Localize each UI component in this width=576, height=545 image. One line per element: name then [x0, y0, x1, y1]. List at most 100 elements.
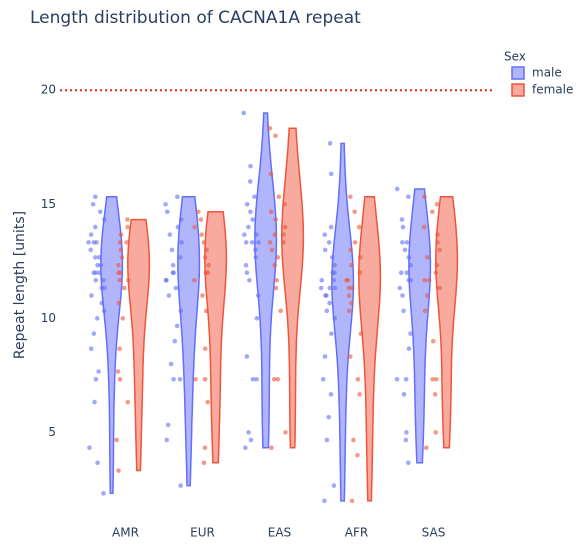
data-point: [435, 232, 440, 237]
data-point: [91, 331, 97, 336]
data-point: [247, 277, 252, 283]
data-point: [246, 224, 251, 230]
data-point: [175, 224, 181, 230]
data-point: [273, 217, 278, 222]
data-point: [348, 354, 353, 359]
data-point: [432, 392, 438, 397]
y-tick-label: 20: [41, 83, 56, 97]
data-point: [99, 285, 105, 291]
data-point: [346, 293, 352, 298]
data-point: [178, 217, 184, 222]
data-point: [252, 194, 257, 200]
data-point: [92, 399, 97, 405]
data-point: [344, 277, 349, 283]
data-point: [397, 285, 403, 291]
data-point: [116, 468, 121, 473]
data-point: [406, 460, 411, 466]
data-point: [322, 232, 328, 237]
data-point: [242, 232, 247, 237]
data-point: [357, 255, 363, 260]
data-point: [398, 270, 404, 276]
data-point: [400, 293, 405, 298]
violin: [254, 112, 278, 449]
data-point: [178, 483, 183, 488]
data-point: [125, 224, 130, 230]
data-point: [195, 209, 201, 215]
data-point: [201, 460, 207, 466]
data-point: [426, 277, 432, 283]
data-point: [394, 376, 400, 382]
data-point: [269, 445, 274, 451]
violin: [358, 195, 382, 502]
y-tick-label: 15: [41, 197, 56, 211]
data-point: [117, 270, 123, 276]
data-point: [430, 376, 435, 382]
data-point: [422, 308, 428, 314]
data-point: [323, 293, 328, 298]
data-point: [164, 209, 170, 215]
data-point: [174, 323, 180, 329]
data-point: [115, 369, 121, 374]
x-tick-label: EAS: [268, 526, 291, 540]
data-point: [203, 308, 209, 314]
data-point: [268, 209, 274, 215]
data-point: [406, 346, 412, 351]
data-point: [425, 255, 430, 260]
data-point: [254, 376, 259, 382]
data-point: [178, 308, 184, 314]
data-point: [247, 179, 253, 184]
data-point: [402, 247, 408, 253]
data-point: [422, 277, 428, 283]
data-point: [271, 376, 277, 382]
data-point: [408, 331, 413, 336]
data-point: [423, 445, 429, 451]
violin: [435, 195, 459, 449]
data-point: [329, 331, 334, 336]
data-point: [319, 277, 325, 283]
x-tick-label: AMR: [112, 526, 139, 540]
data-point: [328, 171, 334, 177]
violin: [100, 195, 124, 495]
data-point: [248, 437, 254, 443]
data-point: [88, 247, 94, 253]
x-tick-label: SAS: [422, 526, 446, 540]
data-point: [202, 445, 208, 451]
data-point: [118, 247, 124, 253]
data-point: [332, 316, 338, 321]
data-point: [204, 247, 209, 253]
data-point: [283, 430, 288, 435]
data-point: [170, 270, 176, 276]
data-point: [91, 270, 97, 276]
data-point: [256, 240, 261, 245]
data-point: [202, 346, 208, 351]
data-point: [404, 240, 410, 245]
data-point: [93, 255, 98, 260]
data-point: [243, 240, 249, 245]
data-point: [250, 217, 255, 222]
violin: [177, 195, 201, 487]
data-point: [178, 255, 183, 260]
data-point: [93, 224, 98, 230]
data-point: [404, 270, 410, 276]
data-point: [206, 262, 211, 268]
data-point: [437, 285, 442, 291]
data-point: [118, 232, 124, 237]
data-point: [241, 110, 247, 116]
data-point: [167, 232, 173, 237]
data-point: [275, 255, 281, 260]
data-point: [430, 338, 436, 344]
data-point: [394, 186, 400, 192]
data-point: [255, 293, 261, 298]
x-tick-label: EUR: [190, 526, 215, 540]
data-point: [401, 308, 406, 314]
data-point: [349, 285, 355, 291]
data-point: [358, 331, 364, 336]
data-point: [324, 308, 330, 314]
data-point: [193, 376, 198, 382]
data-point: [327, 300, 332, 306]
data-point: [253, 247, 258, 253]
data-point: [434, 262, 440, 268]
data-point: [192, 277, 197, 283]
violin: [204, 211, 228, 464]
data-point: [125, 217, 130, 222]
